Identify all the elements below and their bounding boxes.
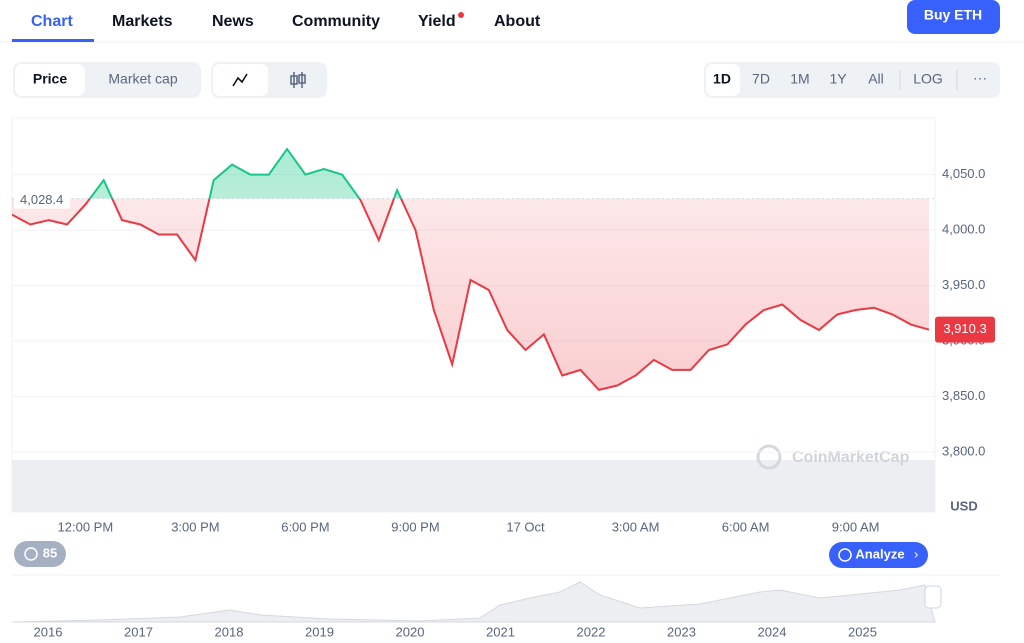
toggle-active	[15, 64, 85, 96]
year-label: 2017	[124, 624, 153, 639]
buy-button-label[interactable]: Buy ETH	[924, 7, 982, 23]
x-tick-label: 3:00 PM	[171, 519, 219, 534]
range[interactable]: All	[868, 71, 884, 87]
y-tick-label: 4,000.0	[942, 222, 985, 237]
y-tick-label: 4,050.0	[942, 166, 985, 181]
range[interactable]: 1Y	[829, 71, 847, 87]
toggle[interactable]: Market cap	[108, 71, 177, 87]
notification-dot	[458, 12, 464, 18]
overview-handle[interactable]	[924, 585, 942, 609]
x-tick-label: 6:00 PM	[281, 519, 329, 534]
range[interactable]: LOG	[913, 71, 943, 87]
candle-icon[interactable]	[290, 72, 306, 88]
x-tick-label: 17 Oct	[506, 519, 545, 534]
range-active	[706, 64, 740, 96]
range[interactable]: 1M	[790, 71, 809, 87]
current-price-bg	[935, 316, 995, 343]
year-label: 2023	[667, 624, 696, 639]
x-tick-label: 12:00 PM	[58, 519, 114, 534]
year-label: 2016	[34, 624, 63, 639]
year-label: 2021	[486, 624, 515, 639]
tab[interactable]: Chart	[31, 13, 73, 30]
year-label: 2024	[758, 624, 787, 639]
baseline-label-bg	[14, 188, 70, 209]
x-tick-label: 6:00 AM	[722, 519, 770, 534]
analyze-button[interactable]	[829, 542, 928, 568]
toggle[interactable]: Price	[33, 71, 67, 87]
volume-band	[12, 460, 935, 512]
overview-area	[11, 581, 936, 623]
more-button[interactable]: ···	[973, 70, 987, 86]
year-label: 2019	[305, 624, 334, 639]
y-tick-label: 3,950.0	[942, 277, 985, 292]
tab[interactable]: Community	[292, 13, 380, 30]
area-down	[12, 198, 929, 390]
analyze-chevron: ›	[914, 546, 918, 561]
year-label: 2020	[396, 624, 425, 639]
tab[interactable]: Yield	[418, 13, 456, 30]
tab[interactable]: News	[212, 13, 254, 30]
buy-button[interactable]	[907, 0, 1000, 34]
y-tick-label: 3,800.0	[942, 444, 985, 459]
analyze-label[interactable]: Analyze	[855, 546, 904, 561]
tab[interactable]: Markets	[112, 13, 173, 30]
year-label: 2025	[848, 624, 877, 639]
price-line-down	[12, 198, 930, 392]
year-label: 2022	[577, 624, 606, 639]
year-label: 2018	[215, 624, 244, 639]
y-tick-label: 3,850.0	[942, 388, 985, 403]
history-count[interactable]: 85	[43, 545, 57, 560]
range-group	[704, 62, 1000, 98]
tab-underline	[12, 39, 94, 42]
analyze-icon	[838, 548, 852, 562]
unit-label: USD	[950, 498, 977, 513]
range[interactable]: 1D	[713, 71, 731, 87]
x-tick-label: 9:00 PM	[391, 519, 439, 534]
area-up	[89, 149, 401, 199]
current-price: 3,910.3	[943, 321, 986, 336]
baseline-label: 4,028.4	[20, 192, 63, 207]
history-badge[interactable]	[14, 541, 66, 567]
x-tick-label: 3:00 AM	[612, 519, 660, 534]
line-icon	[232, 73, 248, 87]
watermark-logo	[756, 444, 782, 470]
watermark: CoinMarketCap	[792, 449, 910, 466]
tab[interactable]: About	[494, 13, 541, 30]
range[interactable]: 7D	[752, 71, 770, 87]
history-icon	[24, 547, 38, 561]
x-tick-label: 9:00 AM	[832, 519, 880, 534]
